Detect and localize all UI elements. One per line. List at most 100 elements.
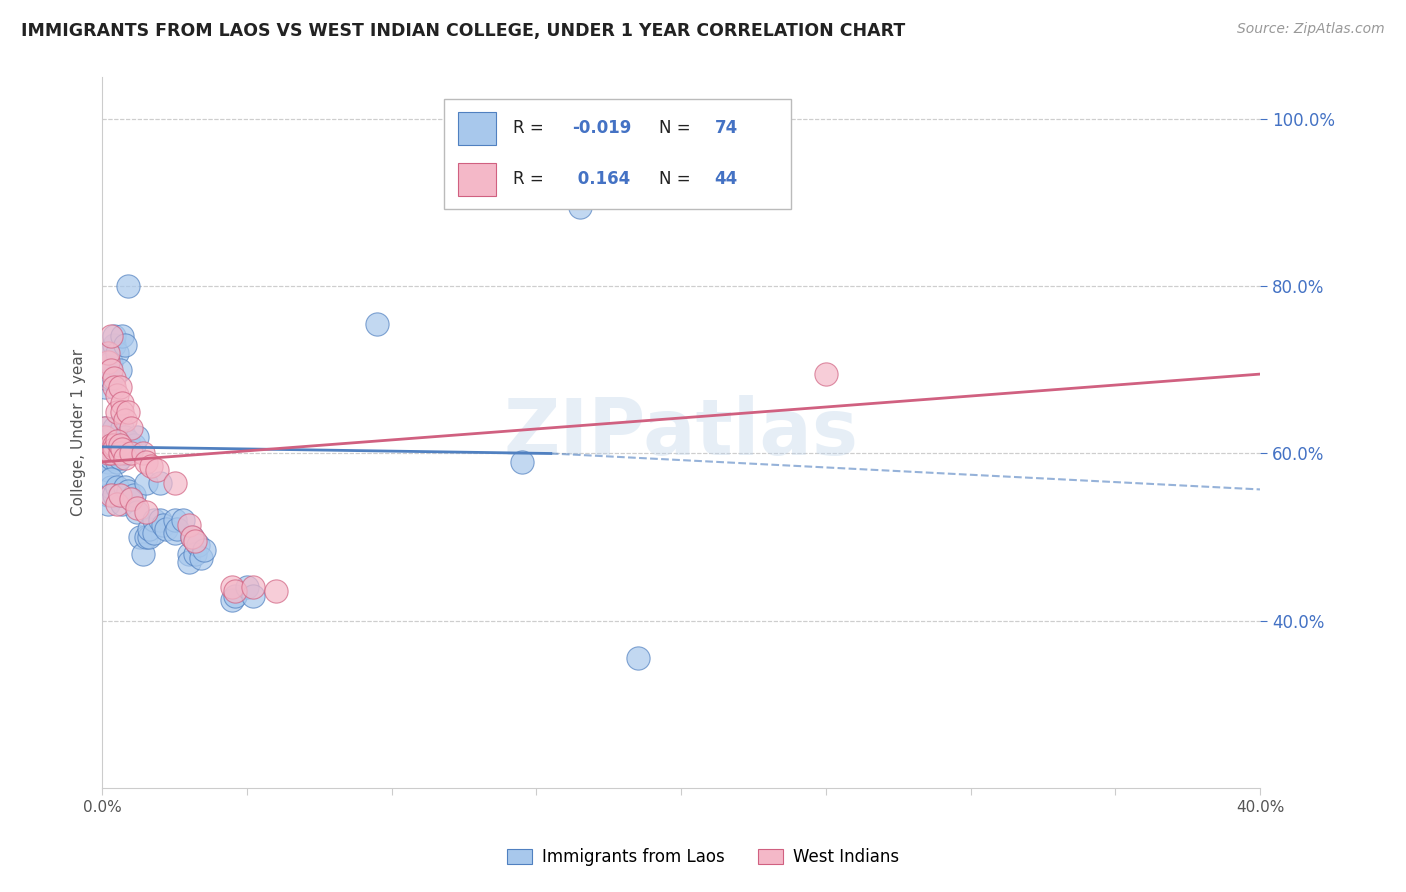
Point [111, 442, 134, 457]
Point [114, 450, 136, 465]
Point [163, 525, 186, 540]
Point [100, 363, 122, 377]
Point [122, 488, 145, 502]
Point [100, 438, 122, 452]
Point [184, 534, 207, 549]
Point [163, 513, 186, 527]
Point [135, 505, 157, 519]
Point [111, 396, 134, 410]
Point [97, 363, 120, 377]
Text: Source: ZipAtlas.com: Source: ZipAtlas.com [1237, 22, 1385, 37]
Point [97, 497, 120, 511]
Point [97, 346, 120, 360]
Point [135, 475, 157, 490]
Point [103, 446, 125, 460]
Point [97, 346, 120, 360]
Point [125, 500, 148, 515]
Point [138, 530, 160, 544]
Point [100, 329, 122, 343]
Point [366, 317, 388, 331]
Point [100, 450, 122, 465]
Point [264, 584, 287, 599]
Point [135, 530, 157, 544]
Point [103, 329, 125, 343]
Point [143, 525, 166, 540]
Point [224, 584, 246, 599]
Point [122, 438, 145, 452]
Point [105, 446, 128, 460]
Point [97, 434, 120, 448]
Point [94, 430, 117, 444]
Point [187, 538, 209, 552]
Point [108, 442, 131, 457]
Point [120, 492, 142, 507]
Text: ZIPatlas: ZIPatlas [503, 394, 859, 471]
Point [111, 438, 134, 452]
Point [111, 421, 134, 435]
Point [242, 580, 264, 594]
Point [114, 480, 136, 494]
Point [114, 338, 136, 352]
Point [117, 279, 139, 293]
Point [172, 513, 194, 527]
Point [94, 421, 117, 435]
Point [94, 421, 117, 435]
Point [120, 492, 142, 507]
Point [108, 488, 131, 502]
Point [100, 446, 122, 460]
Point [221, 580, 243, 594]
Point [114, 430, 136, 444]
Point [132, 547, 155, 561]
Point [814, 367, 837, 381]
Point [94, 450, 117, 465]
Point [105, 480, 128, 494]
Point [103, 338, 125, 352]
Point [97, 446, 120, 460]
Point [103, 371, 125, 385]
Point [132, 446, 155, 460]
Point [103, 438, 125, 452]
Point [100, 472, 122, 486]
Point [190, 551, 212, 566]
Point [100, 480, 122, 494]
Point [103, 379, 125, 393]
Point [103, 421, 125, 435]
Point [152, 517, 174, 532]
Point [138, 522, 160, 536]
Point [103, 488, 125, 502]
Point [184, 547, 207, 561]
Point [105, 497, 128, 511]
Point [177, 517, 200, 532]
Point [105, 388, 128, 402]
Point [97, 354, 120, 368]
Point [242, 589, 264, 603]
Point [100, 371, 122, 385]
Point [510, 455, 533, 469]
Point [117, 405, 139, 419]
Y-axis label: College, Under 1 year: College, Under 1 year [72, 349, 86, 516]
Point [568, 200, 591, 214]
Point [627, 651, 650, 665]
Point [149, 475, 172, 490]
Point [114, 446, 136, 460]
Point [105, 455, 128, 469]
Point [135, 455, 157, 469]
Point [100, 488, 122, 502]
Point [120, 446, 142, 460]
Point [94, 354, 117, 368]
Point [149, 513, 172, 527]
Point [100, 354, 122, 368]
Point [143, 513, 166, 527]
Point [97, 488, 120, 502]
Point [166, 522, 188, 536]
Text: IMMIGRANTS FROM LAOS VS WEST INDIAN COLLEGE, UNDER 1 YEAR CORRELATION CHART: IMMIGRANTS FROM LAOS VS WEST INDIAN COLL… [21, 22, 905, 40]
Point [111, 329, 134, 343]
Point [103, 442, 125, 457]
Point [105, 405, 128, 419]
Point [163, 475, 186, 490]
Point [224, 589, 246, 603]
Point [108, 446, 131, 460]
Point [94, 438, 117, 452]
Point [108, 438, 131, 452]
Point [125, 430, 148, 444]
